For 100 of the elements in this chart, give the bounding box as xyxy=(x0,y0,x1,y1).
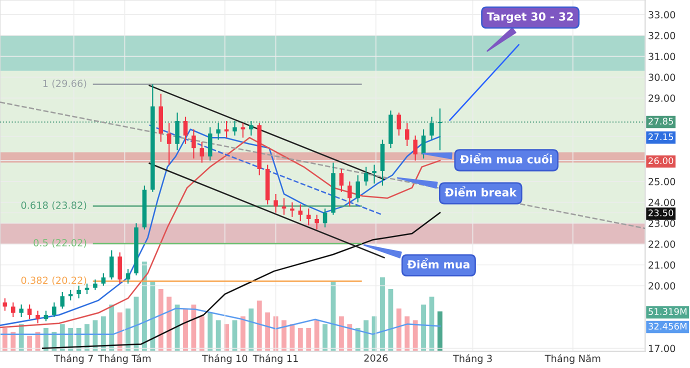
bar xyxy=(437,311,442,352)
candlestick xyxy=(36,310,40,324)
bar xyxy=(421,304,426,352)
bar xyxy=(298,328,303,352)
series-label: 0.618 (23.82) xyxy=(21,201,86,210)
line-series xyxy=(0,308,441,335)
annotation: Điểm mua xyxy=(407,258,470,269)
bar xyxy=(27,336,32,352)
bar xyxy=(404,316,410,352)
x-tick-label: Tháng 7 xyxy=(54,354,93,364)
bar xyxy=(117,312,122,352)
candlestick xyxy=(19,304,24,318)
candlestick xyxy=(208,126,212,162)
bar xyxy=(150,281,156,352)
candlestick xyxy=(109,250,114,280)
x-tick-label: 2026 xyxy=(364,354,388,362)
y-tick-label: 17.00 xyxy=(648,344,676,352)
candlestick xyxy=(126,268,130,284)
bar xyxy=(338,316,344,352)
bar xyxy=(142,262,147,352)
bar xyxy=(282,320,286,352)
y-tick-label: 23.00 xyxy=(648,220,676,227)
series-label: 1 (29.66) xyxy=(43,80,86,88)
candlestick xyxy=(290,202,294,218)
annotation: Điểm mua cuối xyxy=(460,153,552,164)
candlestick xyxy=(413,135,418,162)
candlestick xyxy=(232,120,237,136)
bar xyxy=(174,304,180,352)
y-tick-label: 30.00 xyxy=(648,74,676,82)
bar xyxy=(2,328,8,352)
y-tick-label: 27.15 xyxy=(648,133,673,140)
candlestick xyxy=(118,252,122,284)
candlestick xyxy=(306,208,311,226)
candlestick xyxy=(101,272,106,286)
bar xyxy=(290,324,295,352)
bar xyxy=(322,324,328,352)
bar xyxy=(126,308,131,352)
candlestick xyxy=(183,116,188,144)
y-tick-label: 23.50 xyxy=(648,209,674,216)
candlestick xyxy=(372,164,376,184)
candlestick xyxy=(11,302,16,318)
candlestick xyxy=(396,112,402,136)
series-label: 0.382 (20.22) xyxy=(21,276,86,286)
candlestick xyxy=(175,112,180,151)
x-tick-label: Tháng 11 xyxy=(252,354,298,364)
bar xyxy=(109,304,114,352)
bar xyxy=(216,320,221,352)
bar xyxy=(240,316,246,352)
bar xyxy=(199,316,204,352)
candlestick xyxy=(404,122,410,147)
candlestick xyxy=(93,278,98,290)
candlestick xyxy=(322,208,328,228)
annotation: Điểm break xyxy=(444,186,517,197)
candlestick xyxy=(421,128,426,160)
y-tick-label: 25.00 xyxy=(648,178,676,186)
candlestick xyxy=(314,214,319,230)
y-tick-label: 26.00 xyxy=(648,157,674,164)
candlestick xyxy=(348,180,352,208)
candlestick xyxy=(364,166,368,186)
candlestick xyxy=(274,193,278,214)
candlestick xyxy=(240,122,246,138)
candlestick xyxy=(216,122,220,140)
bar xyxy=(158,288,164,352)
bar xyxy=(314,320,320,352)
y-tick-label: 31.00 xyxy=(648,52,676,60)
x-tick-label: Tháng 3 xyxy=(452,354,492,364)
x-tick-label: Tháng Năm xyxy=(544,354,600,364)
candlestick xyxy=(192,128,196,160)
candlestick xyxy=(249,120,254,136)
candlestick xyxy=(200,141,204,164)
candlestick xyxy=(52,302,56,318)
x-tick-label: Tháng Tám xyxy=(98,354,151,364)
candlestick xyxy=(430,116,434,140)
candlestick xyxy=(339,168,344,192)
bar xyxy=(248,308,254,352)
bar xyxy=(412,320,418,352)
bar xyxy=(355,328,360,352)
candlestick xyxy=(27,304,32,320)
candlestick xyxy=(44,310,48,322)
y-tick-label: 33.00 xyxy=(648,11,676,18)
bar xyxy=(380,277,385,352)
candlestick xyxy=(166,122,172,166)
bar xyxy=(256,300,262,352)
candlestick xyxy=(60,291,65,310)
bar xyxy=(183,308,188,352)
y-tick-label: 21.00 xyxy=(648,261,676,269)
annotation: Target 30 - 32 xyxy=(486,12,573,23)
y-tick-label: 32.00 xyxy=(648,32,676,40)
candlestick xyxy=(76,285,81,299)
y-tick-label: 20.00 xyxy=(648,282,676,290)
candlestick xyxy=(2,298,8,312)
y-tick-label: 22.00 xyxy=(648,240,676,248)
ref-line-label: 27.85 xyxy=(648,118,673,125)
y-tick-label: 29.00 xyxy=(648,94,676,102)
y2-tick-label: 51.319M xyxy=(648,308,686,315)
bar xyxy=(388,288,394,352)
bar xyxy=(208,312,213,352)
bar xyxy=(396,308,402,352)
x-tick-label: Tháng 10 xyxy=(202,354,248,364)
bar xyxy=(166,296,172,352)
